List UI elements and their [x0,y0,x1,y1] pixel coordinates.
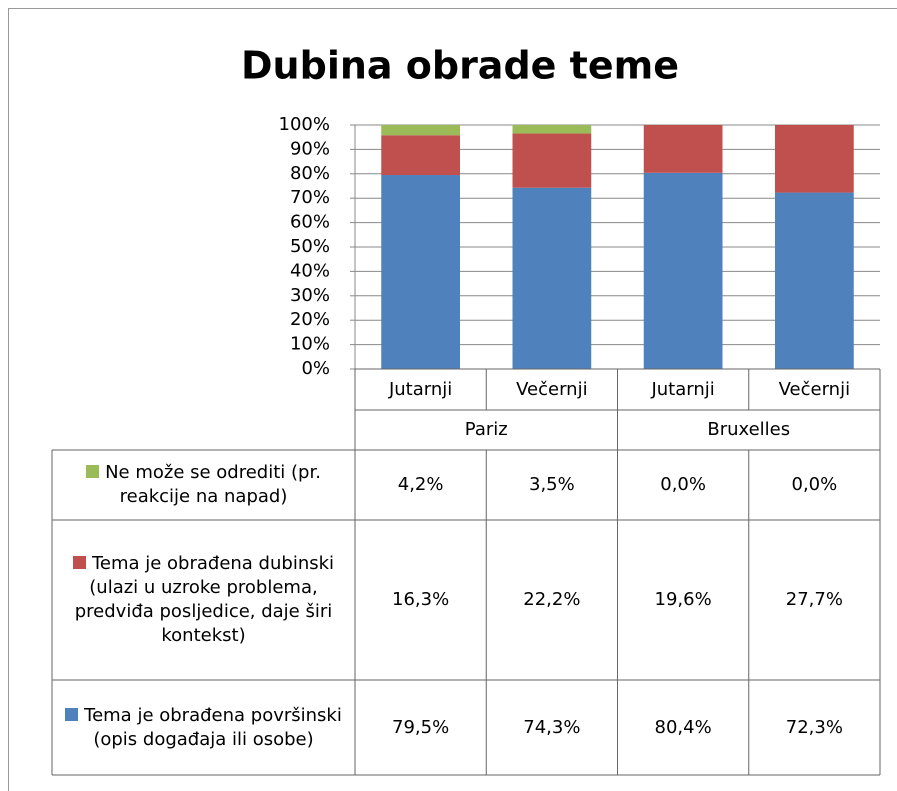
table-value: 74,3% [523,716,581,738]
x-tick-label: Večernji [516,378,588,400]
table-value: 0,0% [791,474,838,495]
bar-segment [381,175,460,369]
table-value: 4,2% [397,474,444,495]
y-tick-label: 0% [301,358,330,379]
legend-item: Tema je obrađena dubinski (ulazi u uzrok… [58,552,349,648]
legend-entry: Ne može se odrediti (pr. reakcije na nap… [52,450,355,520]
bar-segment [381,125,460,136]
y-tick-label: 20% [290,309,330,330]
y-tick-label: 70% [290,187,330,208]
bar-segment [512,187,592,369]
legend-marker [86,465,100,478]
table-value: 22,2% [523,589,581,610]
table-value: 80,4% [654,716,712,738]
table-value: 0,0% [660,474,706,495]
legend-item: Ne može se odrediti (pr. reakcije na nap… [58,461,349,509]
table-value: 3,5% [529,474,575,495]
y-tick-label: 40% [290,260,330,281]
x-tick-label: Večernji [778,378,851,400]
bar-segment [512,133,592,188]
legend-label: Tema je obrađena površinski (opis događa… [84,704,342,750]
table-value: 27,7% [785,589,843,610]
table-value: 16,3% [392,589,450,610]
bar-segment [775,125,854,193]
table-value: 19,6% [654,589,712,610]
legend-entry: Tema je obrađena dubinski (ulazi u uzrok… [52,520,355,680]
legend-label: Ne može se odrediti (pr. reakcije na nap… [105,462,321,507]
y-tick-label: 50% [290,236,330,257]
bar-segment [381,135,460,176]
chart-border [8,8,897,791]
legend-entry: Tema je obrađena površinski (opis događa… [52,680,355,775]
bar-segment [512,125,592,134]
x-tick-label: Jutarnji [388,378,453,400]
y-tick-label: 10% [290,334,330,355]
group-label: Bruxelles [707,419,791,440]
bar-segment [643,172,723,369]
legend-item: Tema je obrađena površinski (opis događa… [58,704,349,752]
x-tick-label: Jutarnji [651,378,715,400]
legend-marker [72,556,86,569]
table-value: 72,3% [785,716,843,738]
table-value: 79,5% [392,716,450,738]
chart-title: Dubina obrade teme [241,44,679,88]
group-label: Pariz [464,419,508,440]
y-tick-label: 100% [279,114,330,135]
y-tick-label: 90% [290,138,330,159]
y-tick-label: 60% [290,212,330,233]
y-tick-label: 30% [290,285,330,306]
legend-marker [65,707,79,721]
bar-segment [775,192,854,369]
y-tick-label: 80% [290,163,330,184]
bar-segment [643,125,723,173]
legend-label: Tema je obrađena dubinski (ulazi u uzrok… [74,553,335,646]
